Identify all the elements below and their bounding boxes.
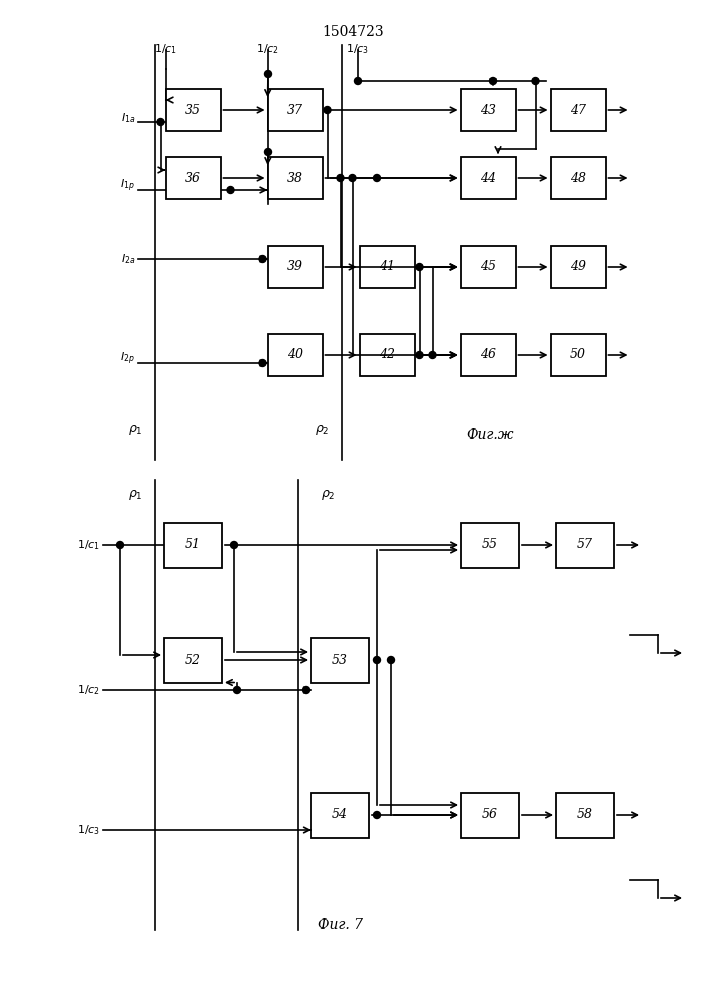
Bar: [267, 246, 322, 288]
Text: 41: 41: [379, 260, 395, 273]
Text: $\rho_1$: $\rho_1$: [128, 488, 142, 502]
Bar: [460, 334, 515, 376]
Text: 44: 44: [480, 172, 496, 184]
Bar: [267, 89, 322, 131]
Text: $1/c_1$: $1/c_1$: [154, 42, 177, 56]
Circle shape: [230, 542, 238, 548]
Text: 57: 57: [577, 538, 593, 552]
Bar: [311, 638, 369, 682]
Bar: [551, 334, 605, 376]
Text: $I_{2p}$: $I_{2p}$: [120, 351, 135, 367]
Text: $I_{1p}$: $I_{1p}$: [120, 178, 135, 194]
Bar: [551, 157, 605, 199]
Text: 50: 50: [570, 349, 586, 361]
Text: 55: 55: [482, 538, 498, 552]
Text: $\rho_1$: $\rho_1$: [128, 423, 142, 437]
Bar: [551, 89, 605, 131]
Bar: [359, 246, 414, 288]
Text: 48: 48: [570, 172, 586, 184]
Circle shape: [264, 148, 271, 155]
Text: 40: 40: [287, 349, 303, 361]
Circle shape: [416, 352, 423, 359]
Text: 38: 38: [287, 172, 303, 184]
Text: 35: 35: [185, 104, 201, 116]
Circle shape: [532, 78, 539, 85]
Bar: [164, 638, 222, 682]
Bar: [165, 157, 221, 199]
Circle shape: [324, 106, 331, 113]
Text: 37: 37: [287, 104, 303, 116]
Bar: [460, 246, 515, 288]
Bar: [551, 246, 605, 288]
Text: $1/c_2$: $1/c_2$: [77, 683, 100, 697]
Text: 46: 46: [480, 349, 496, 361]
Text: 36: 36: [185, 172, 201, 184]
Circle shape: [489, 78, 496, 85]
Text: 49: 49: [570, 260, 586, 273]
Circle shape: [429, 352, 436, 359]
Bar: [267, 157, 322, 199]
Text: 52: 52: [185, 654, 201, 666]
Text: 54: 54: [332, 808, 348, 822]
Bar: [461, 792, 519, 838]
Text: 1504723: 1504723: [322, 25, 384, 39]
Text: 56: 56: [482, 808, 498, 822]
Circle shape: [303, 686, 310, 694]
Bar: [267, 334, 322, 376]
Circle shape: [233, 686, 240, 694]
Text: 43: 43: [480, 104, 496, 116]
Circle shape: [373, 174, 380, 182]
Bar: [461, 522, 519, 568]
Text: 42: 42: [379, 349, 395, 361]
Text: Фиг. 7: Фиг. 7: [317, 918, 363, 932]
Circle shape: [264, 70, 271, 78]
Text: $1/c_1$: $1/c_1$: [77, 538, 100, 552]
Text: $\rho_2$: $\rho_2$: [315, 423, 329, 437]
Bar: [460, 89, 515, 131]
Circle shape: [117, 542, 124, 548]
Circle shape: [349, 174, 356, 182]
Circle shape: [387, 656, 395, 664]
Circle shape: [259, 360, 266, 366]
Text: 47: 47: [570, 104, 586, 116]
Circle shape: [416, 263, 423, 270]
Text: $1/c_2$: $1/c_2$: [257, 42, 279, 56]
Text: $I_{1a}$: $I_{1a}$: [120, 111, 135, 125]
Circle shape: [354, 78, 361, 85]
Bar: [556, 792, 614, 838]
Text: 51: 51: [185, 538, 201, 552]
Circle shape: [337, 174, 344, 182]
Bar: [460, 157, 515, 199]
Text: $\rho_2$: $\rho_2$: [321, 488, 335, 502]
Text: 58: 58: [577, 808, 593, 822]
Text: Фиг.ж: Фиг.ж: [466, 428, 514, 442]
Bar: [311, 792, 369, 838]
Circle shape: [259, 255, 266, 262]
Bar: [556, 522, 614, 568]
Text: $I_{2a}$: $I_{2a}$: [120, 252, 135, 266]
Circle shape: [373, 812, 380, 818]
Bar: [359, 334, 414, 376]
Bar: [164, 522, 222, 568]
Circle shape: [373, 656, 380, 664]
Circle shape: [227, 186, 234, 194]
Text: $1/c_3$: $1/c_3$: [346, 42, 370, 56]
Text: $1/c_3$: $1/c_3$: [77, 823, 100, 837]
Bar: [165, 89, 221, 131]
Text: 45: 45: [480, 260, 496, 273]
Text: 53: 53: [332, 654, 348, 666]
Circle shape: [157, 118, 164, 125]
Text: 39: 39: [287, 260, 303, 273]
